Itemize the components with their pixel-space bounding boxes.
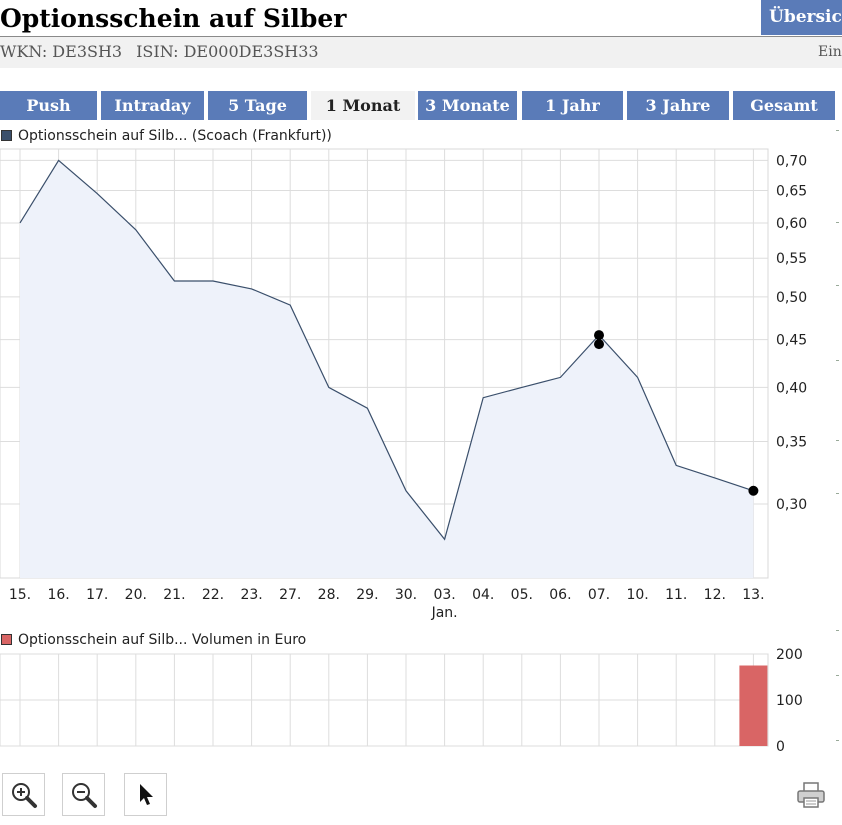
price-y-tick-label: 0,50 [776,290,807,306]
month-label: Jan. [431,605,458,621]
price-x-tick-label: 15. [9,587,31,603]
print-button[interactable] [789,773,832,816]
price-y-tick-label: 0,40 [776,380,807,396]
price-x-tick-label: 28. [318,587,340,603]
edge-mark [836,360,839,361]
price-x-tick-label: 11. [665,587,687,603]
price-x-tick-label: 07. [588,587,610,603]
tab-push[interactable]: Push [0,91,97,120]
edge-mark [836,440,839,441]
volume-y-axis: 200 100 0 [776,648,803,755]
tab-5-tage[interactable]: 5 Tage [208,91,307,120]
price-y-tick-label: 0,55 [776,251,807,267]
edge-mark [836,740,839,741]
price-chart[interactable]: 0,70 0,65 0,60 0,55 0,50 0,45 0,40 0,35 0,30 15.… [0,145,842,625]
tab-3-monate[interactable]: 3 Monate [418,91,517,120]
right-truncated-text: Ein [818,44,842,60]
volume-chart[interactable]: 200 100 0 [0,648,842,758]
price-y-tick-label: 0,70 [776,153,807,169]
price-x-tick-label: 03. [433,587,455,603]
tab-gesamt[interactable]: Gesamt [733,91,835,120]
price-x-tick-label: 20. [125,587,147,603]
price-y-tick-label: 0,45 [776,333,807,349]
pointer-button[interactable] [124,773,167,816]
volume-legend-swatch [1,634,12,645]
price-x-tick-label: 30. [395,587,417,603]
price-x-tick-label: 12. [704,587,726,603]
volume-grid [0,653,769,747]
tab-intraday[interactable]: Intraday [101,91,204,120]
price-marker [594,339,604,350]
price-legend-label: Optionsschein auf Silb... (Scoach (Frank… [18,128,332,144]
tab-1-monat[interactable]: 1 Monat [311,91,415,120]
timeframe-tabs: Push Intraday 5 Tage 1 Monat 3 Monate 1 … [0,91,842,120]
volume-bar [739,665,768,746]
edge-mark [836,222,839,223]
zoom-in-icon [11,782,37,808]
volume-legend: Optionsschein auf Silb... Volumen in Eur… [1,632,306,648]
isin-label: ISIN: DE000DE3SH33 [136,42,319,61]
price-x-tick-label: 17. [86,587,108,603]
security-ids: WKN: DE3SH3 ISIN: DE000DE3SH33 [0,42,333,61]
price-legend-swatch [1,130,12,141]
price-x-tick-label: 13. [742,587,764,603]
price-x-tick-label: 10. [626,587,648,603]
volume-y-tick-label: 100 [776,693,803,709]
price-x-tick-label: 04. [472,587,494,603]
tab-3-jahre[interactable]: 3 Jahre [627,91,729,120]
volume-y-tick-label: 200 [776,648,803,663]
price-y-tick-label: 0,35 [776,435,807,451]
price-x-tick-label: 05. [511,587,533,603]
volume-bars [739,665,768,746]
price-markers [594,330,759,496]
tab-1-jahr[interactable]: 1 Jahr [522,91,623,120]
price-x-tick-label: 27. [279,587,301,603]
volume-y-tick-label: 0 [776,739,785,755]
price-marker [594,330,604,341]
printer-icon [796,781,825,808]
price-y-tick-label: 0,65 [776,183,807,199]
page-title: Optionsschein auf Silber [0,4,347,33]
edge-mark [836,493,839,494]
edge-mark [836,630,839,631]
zoom-in-button[interactable] [2,773,45,816]
cursor-arrow-icon [139,783,153,805]
overview-tab[interactable]: Übersicht [761,0,842,35]
price-x-tick-label: 29. [356,587,378,603]
price-x-tick-label: 21. [163,587,185,603]
zoom-out-icon [71,782,97,808]
price-x-tick-label: 23. [240,587,262,603]
edge-mark [836,675,839,676]
edge-mark [836,130,839,131]
price-x-tick-label: 22. [202,587,224,603]
zoom-out-button[interactable] [62,773,105,816]
security-ids-bar: WKN: DE3SH3 ISIN: DE000DE3SH33 Ein [0,36,842,68]
price-marker [748,485,759,496]
price-y-axis: 0,70 0,65 0,60 0,55 0,50 0,45 0,40 0,35 0,30 [776,153,807,513]
edge-mark [836,285,839,286]
volume-legend-label: Optionsschein auf Silb... Volumen in Eur… [18,632,307,648]
price-y-tick-label: 0,60 [776,216,807,232]
price-y-tick-label: 0,30 [776,497,807,513]
price-x-axis: 15. 16. 17. 20. 21. 22. 23. 27. 28. 29. 30. 03. 04. 0… [9,587,765,621]
price-x-tick-label: 06. [549,587,571,603]
price-line [19,159,754,541]
price-x-tick-label: 16. [47,587,69,603]
price-legend: Optionsschein auf Silb... (Scoach (Frank… [1,128,332,144]
wkn-label: WKN: DE3SH3 [0,42,123,61]
price-area-fill [20,160,754,578]
